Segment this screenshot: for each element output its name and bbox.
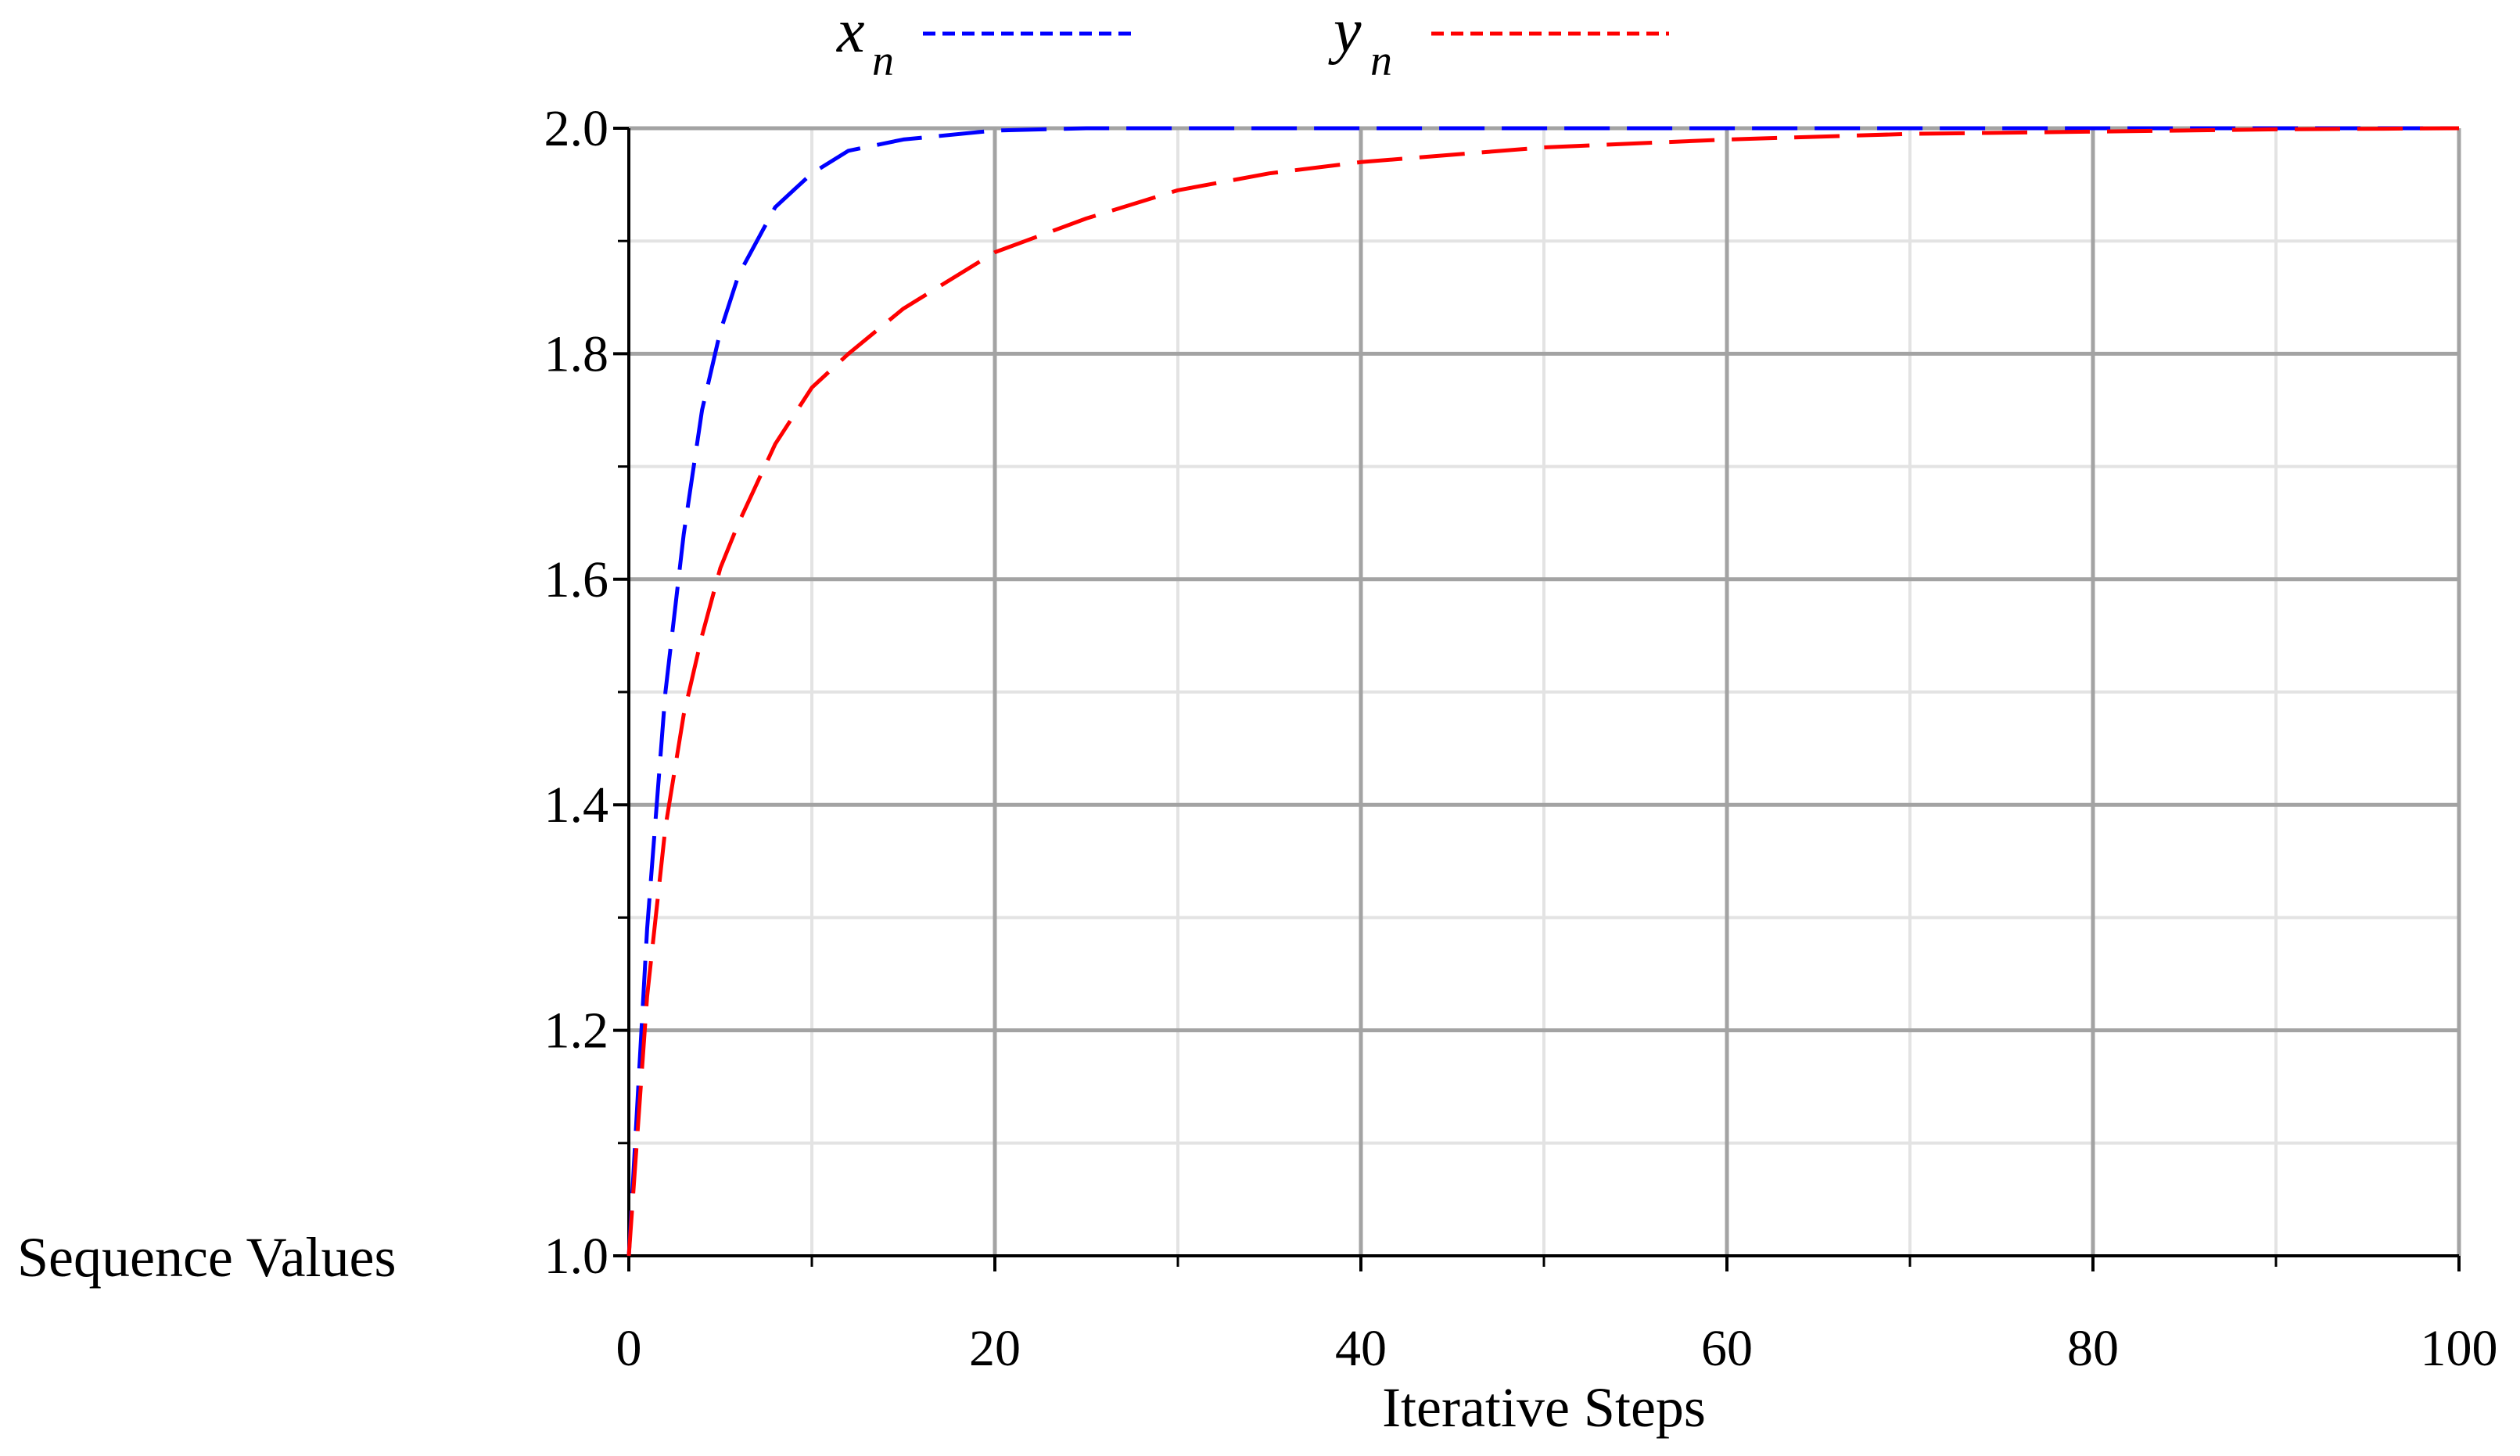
y-axis-title: Sequence Values	[17, 1226, 397, 1289]
y-tick-label: 1.2	[544, 1002, 609, 1060]
legend-label-y: y	[1328, 0, 1362, 66]
legend-label-x-subscript: n	[872, 37, 894, 85]
y-tick-label: 2.0	[544, 100, 609, 157]
y-tick-label: 1.0	[544, 1228, 609, 1285]
x-tick-label: 0	[616, 1320, 642, 1377]
grid	[629, 126, 2461, 1256]
tick-labels: 0 20 40 60 80 100 1.0 1.2 1.4 1.6 1.8 2.0	[544, 100, 2498, 1377]
x-tick-label: 60	[1701, 1320, 1753, 1377]
x-axis-title: Iterative Steps	[1382, 1376, 1706, 1439]
x-tick-label: 40	[1335, 1320, 1387, 1377]
series	[626, 126, 2460, 1257]
y-tick-label: 1.4	[544, 776, 609, 834]
y-tick-label: 1.6	[544, 551, 609, 608]
series-line-y	[626, 126, 2460, 1257]
x-tick-label: 80	[2067, 1320, 2119, 1377]
ticks	[613, 127, 2461, 1271]
x-tick-label: 100	[2421, 1320, 2498, 1377]
legend-entry-y: y n	[1328, 0, 1669, 85]
x-tick-label: 20	[969, 1320, 1021, 1377]
legend-label-x: x	[836, 0, 865, 66]
y-tick-label: 1.8	[544, 325, 609, 382]
series-line-x	[626, 126, 2459, 1257]
legend: x n y n	[836, 0, 1669, 85]
legend-label-y-subscript: n	[1370, 37, 1392, 85]
legend-entry-x: x n	[836, 0, 1136, 85]
